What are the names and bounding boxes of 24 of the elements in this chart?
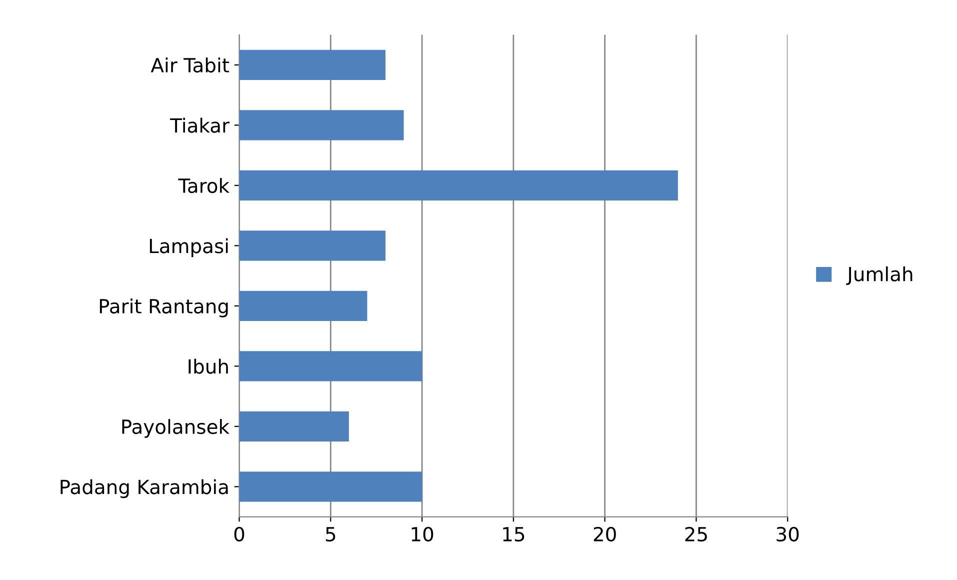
bar xyxy=(239,351,422,382)
y-tick-label: Tiakar xyxy=(170,118,230,133)
y-tick-label: Ibuh xyxy=(188,358,228,374)
x-tick-label: 30 xyxy=(776,526,799,542)
x-tick-label: 5 xyxy=(326,527,336,542)
bar xyxy=(239,472,422,502)
bar xyxy=(239,170,678,200)
y-tick-label: Air Tabit xyxy=(150,58,230,73)
y-tick-label: Padang Karambia xyxy=(60,479,228,498)
x-tick-label: 0 xyxy=(234,526,244,542)
x-tick-label: 20 xyxy=(594,526,616,542)
y-tick-label: Tarok xyxy=(178,178,230,194)
y-tick-label: Lampasi xyxy=(150,238,228,258)
bar xyxy=(239,230,386,261)
bar xyxy=(239,411,349,442)
x-tick-label: 25 xyxy=(685,526,707,542)
x-tick-label: 10 xyxy=(412,526,434,542)
y-tick-label: Payolansek xyxy=(122,419,230,438)
bar xyxy=(239,50,386,80)
legend-label: Jumlah xyxy=(846,266,912,286)
bar xyxy=(239,110,404,140)
y-tick-label: Parit Rantang xyxy=(100,298,228,318)
bar xyxy=(239,290,368,321)
x-tick-label: 15 xyxy=(503,527,524,542)
